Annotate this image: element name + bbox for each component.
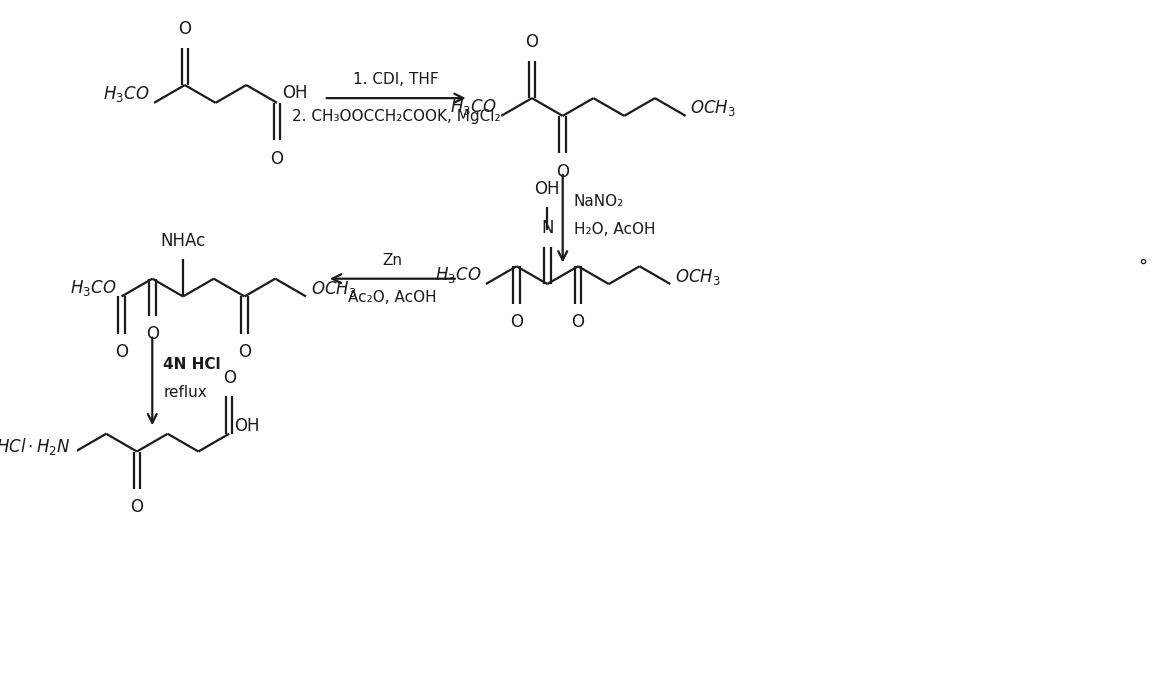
- Text: O: O: [238, 343, 250, 361]
- Text: reflux: reflux: [163, 385, 207, 400]
- Text: $H_3CO$: $H_3CO$: [435, 265, 481, 285]
- Text: O: O: [526, 33, 539, 51]
- Text: O: O: [131, 498, 143, 516]
- Text: $OCH_3$: $OCH_3$: [690, 98, 736, 118]
- Text: $OCH_3$: $OCH_3$: [310, 279, 356, 299]
- Text: Zn: Zn: [382, 252, 402, 267]
- Text: O: O: [270, 149, 283, 167]
- Text: $H_3CO$: $H_3CO$: [103, 84, 149, 104]
- Text: $H_3CO$: $H_3CO$: [450, 97, 496, 117]
- Text: O: O: [222, 369, 235, 387]
- Text: $OCH_3$: $OCH_3$: [675, 267, 721, 287]
- Text: NHAc: NHAc: [160, 231, 206, 249]
- Text: 1. CDI, THF: 1. CDI, THF: [353, 72, 439, 87]
- Text: N: N: [541, 219, 554, 237]
- Text: O: O: [556, 162, 569, 180]
- Text: OH: OH: [535, 180, 560, 198]
- Text: O: O: [146, 325, 159, 343]
- Text: OH: OH: [234, 417, 260, 435]
- Text: O: O: [510, 313, 523, 331]
- Text: °: °: [1138, 257, 1147, 275]
- Text: H₂O, AcOH: H₂O, AcOH: [574, 223, 655, 237]
- Text: $HCl \cdot H_2N$: $HCl \cdot H_2N$: [0, 436, 71, 457]
- Text: NaNO₂: NaNO₂: [574, 194, 624, 209]
- Text: $H_3CO$: $H_3CO$: [71, 278, 116, 298]
- Text: Ac₂O, AcOH: Ac₂O, AcOH: [348, 290, 436, 305]
- Text: 2. CH₃OOCCH₂COOK, MgCl₂: 2. CH₃OOCCH₂COOK, MgCl₂: [292, 109, 501, 124]
- Text: 4N HCl: 4N HCl: [163, 357, 221, 372]
- Text: O: O: [179, 20, 192, 38]
- Text: O: O: [115, 343, 128, 361]
- Text: O: O: [572, 313, 584, 331]
- Text: OH: OH: [282, 84, 307, 102]
